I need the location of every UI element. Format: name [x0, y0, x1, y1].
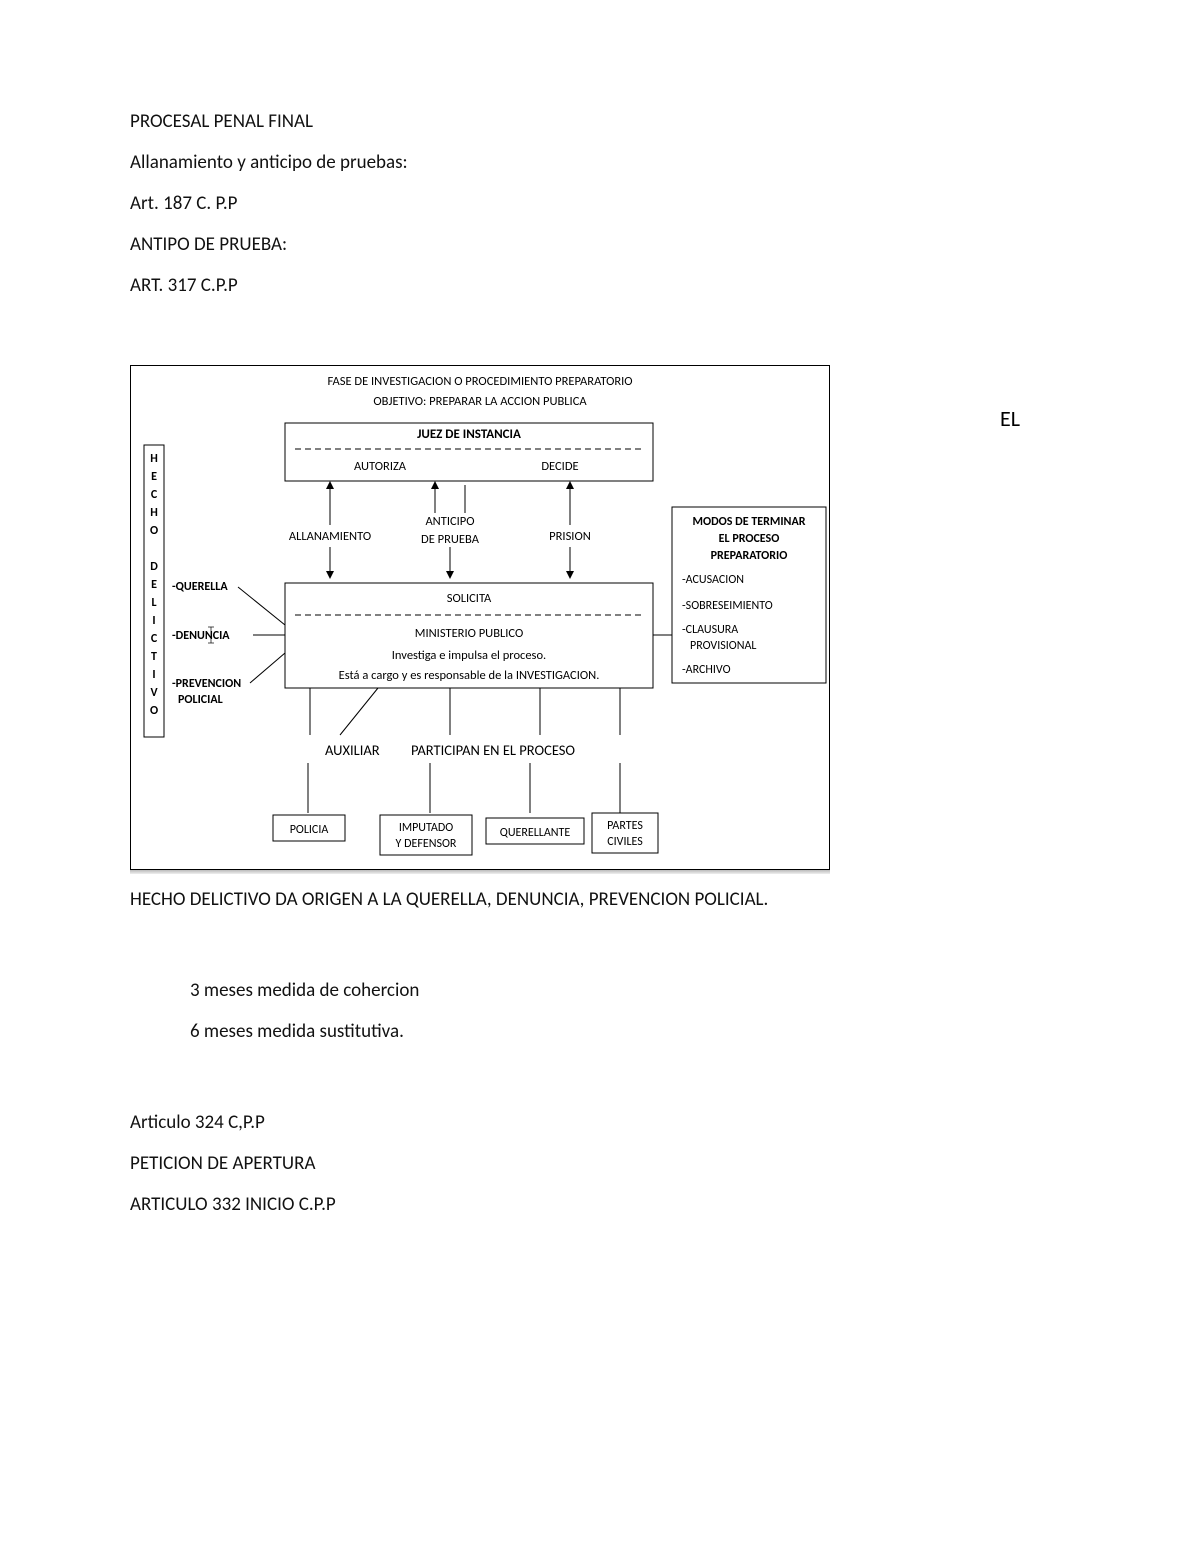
mp-solicita: SOLICITA [447, 591, 492, 606]
modos-i3: -CLAUSURA [682, 623, 738, 637]
diagram-title-1: FASE DE INVESTIGACION O PROCEDIMIENTO PR… [327, 374, 632, 389]
heading-3: Art. 187 C. P.P [130, 192, 1070, 215]
bottom-imputado-a: IMPUTADO [399, 821, 453, 835]
svg-text:L: L [151, 596, 156, 610]
svg-text:O: O [150, 704, 158, 718]
diagram-title-2: OBJETIVO: PREPARAR LA ACCION PUBLICA [373, 394, 587, 409]
row2-part: PARTICIPAN EN EL PROCESO [411, 741, 575, 759]
svg-text:T: T [151, 650, 157, 664]
modos-i3b: PROVISIONAL [690, 639, 756, 653]
mid-prision: PRISION [549, 529, 591, 544]
mid-anticipo-2: DE PRUEBA [421, 532, 480, 547]
bottom-imputado-b: Y DEFENSOR [396, 837, 457, 851]
juez-right: DECIDE [541, 459, 578, 474]
modos-t1: MODOS DE TERMINAR [693, 515, 806, 529]
modos-i2: -SOBRESEIMIENTO [682, 599, 773, 613]
heading-1: PROCESAL PENAL FINAL [130, 110, 1070, 133]
mid-anticipo-1: ANTICIPO [425, 514, 474, 529]
modos-i1: -ACUSACION [682, 573, 744, 587]
juez-left: AUTORIZA [354, 459, 407, 474]
heading-2: Allanamiento y anticipo de pruebas: [130, 151, 1070, 174]
svg-text:I: I [152, 668, 155, 682]
bottom-policia: POLICIA [290, 823, 329, 837]
heading-5: ART. 317 C.P.P [130, 274, 1070, 297]
origin-prev-2: POLICIAL [178, 693, 223, 707]
footer-1: HECHO DELICTIVO DA ORIGEN A LA QUERELLA,… [130, 888, 1070, 911]
modos-t3: PREPARATORIO [711, 549, 788, 563]
svg-text:O: O [150, 524, 158, 538]
side-el-text: EL [1000, 405, 1020, 432]
row2-aux: AUXILIAR [325, 741, 380, 759]
bottom-partes-b: CIVILES [607, 835, 643, 849]
svg-text:D: D [150, 560, 158, 574]
footer-6: ARTICULO 332 INICIO C.P.P [130, 1193, 1070, 1216]
mp-title: MINISTERIO PUBLICO [415, 626, 523, 641]
svg-text:H: H [150, 452, 158, 466]
modos-t2: EL PROCESO [719, 532, 780, 546]
document-page: PROCESAL PENAL FINAL Allanamiento y anti… [0, 0, 1200, 1294]
svg-text:V: V [150, 686, 158, 700]
mp-line-2: Está a cargo y es responsable de la INVE… [339, 668, 600, 683]
heading-4: ANTIPO DE PRUEBA: [130, 233, 1070, 256]
origin-querella: -QUERELLA [172, 580, 228, 594]
svg-text:E: E [151, 470, 157, 484]
juez-title: JUEZ DE INSTANCIA [417, 427, 521, 442]
mp-line-1: Investiga e impulsa el proceso. [392, 648, 546, 663]
svg-text:I: I [152, 614, 155, 628]
footer-3: 6 meses medida sustitutiva. [190, 1020, 1070, 1043]
modos-i4: -ARCHIVO [682, 663, 731, 677]
diagram-divider [130, 870, 830, 874]
bottom-partes-a: PARTES [607, 819, 643, 833]
bottom-querellante: QUERELLANTE [500, 826, 571, 840]
mid-allanamiento: ALLANAMIENTO [289, 529, 371, 544]
svg-text:H: H [150, 506, 158, 520]
footer-4: Articulo 324 C,P.P [130, 1111, 1070, 1134]
footer-2: 3 meses medida de cohercion [190, 979, 1070, 1002]
svg-text:C: C [151, 488, 158, 502]
svg-text:E: E [151, 578, 157, 592]
process-diagram: FASE DE INVESTIGACION O PROCEDIMIENTO PR… [130, 365, 830, 874]
origin-prev-1: -PREVENCION [172, 677, 241, 691]
footer-5: PETICION DE APERTURA [130, 1152, 1070, 1175]
svg-text:C: C [151, 632, 158, 646]
origin-denuncia: -DENUNCIA [172, 629, 230, 643]
